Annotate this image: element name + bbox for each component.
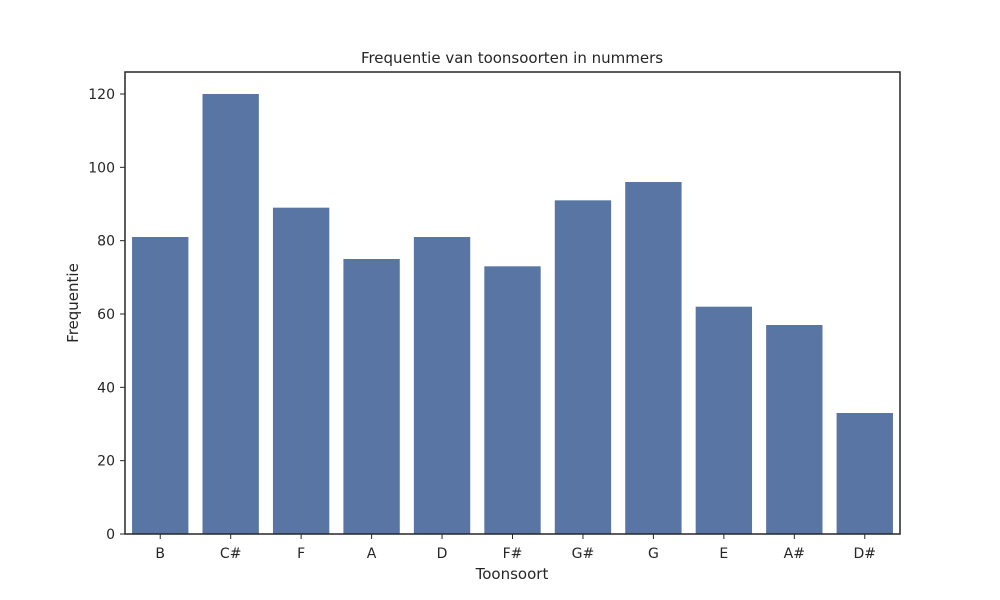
y-tick-label: 40 bbox=[97, 380, 115, 396]
bar-F# bbox=[484, 266, 541, 534]
x-tick-label: D# bbox=[854, 546, 877, 562]
x-tick-label: F bbox=[297, 546, 305, 562]
x-tick-label: D bbox=[437, 546, 448, 562]
bar-A bbox=[343, 259, 400, 534]
x-tick-label: A# bbox=[784, 546, 805, 562]
bar-C# bbox=[202, 94, 259, 534]
x-tick-label: G bbox=[648, 546, 659, 562]
y-tick-label: 120 bbox=[88, 87, 115, 103]
bar-G bbox=[625, 182, 682, 534]
plot-frame bbox=[124, 71, 901, 535]
chart-title: Frequentie van toonsoorten in nummers bbox=[361, 49, 663, 67]
bar-A# bbox=[766, 325, 823, 534]
x-tick-label: E bbox=[719, 546, 728, 562]
x-tick-label: F# bbox=[503, 546, 523, 562]
bar-F bbox=[272, 207, 330, 535]
y-axis-ticks: 0 20 40 60 80 100 120 bbox=[88, 87, 125, 543]
y-tick-label: 80 bbox=[97, 234, 115, 250]
x-tick-label: C# bbox=[220, 546, 242, 562]
x-tick-label: B bbox=[155, 546, 165, 562]
y-tick-label: 0 bbox=[106, 527, 115, 543]
bar-D# bbox=[836, 413, 893, 534]
y-tick-label: 60 bbox=[97, 307, 115, 323]
x-tick-label: G# bbox=[572, 546, 595, 562]
bar-G# bbox=[554, 200, 612, 534]
bar-E bbox=[695, 306, 753, 534]
x-tick-label: A bbox=[367, 546, 377, 562]
bar-D bbox=[413, 237, 471, 534]
x-axis-ticks: B C# F A D F# G# G E A# D# bbox=[155, 534, 876, 562]
y-axis-label: Frequentie bbox=[64, 263, 82, 343]
x-axis-label: Toonsoort bbox=[475, 565, 549, 583]
bars-group bbox=[132, 94, 893, 535]
bar-B bbox=[132, 237, 189, 534]
y-tick-label: 100 bbox=[88, 160, 115, 176]
y-tick-label: 20 bbox=[97, 454, 115, 470]
